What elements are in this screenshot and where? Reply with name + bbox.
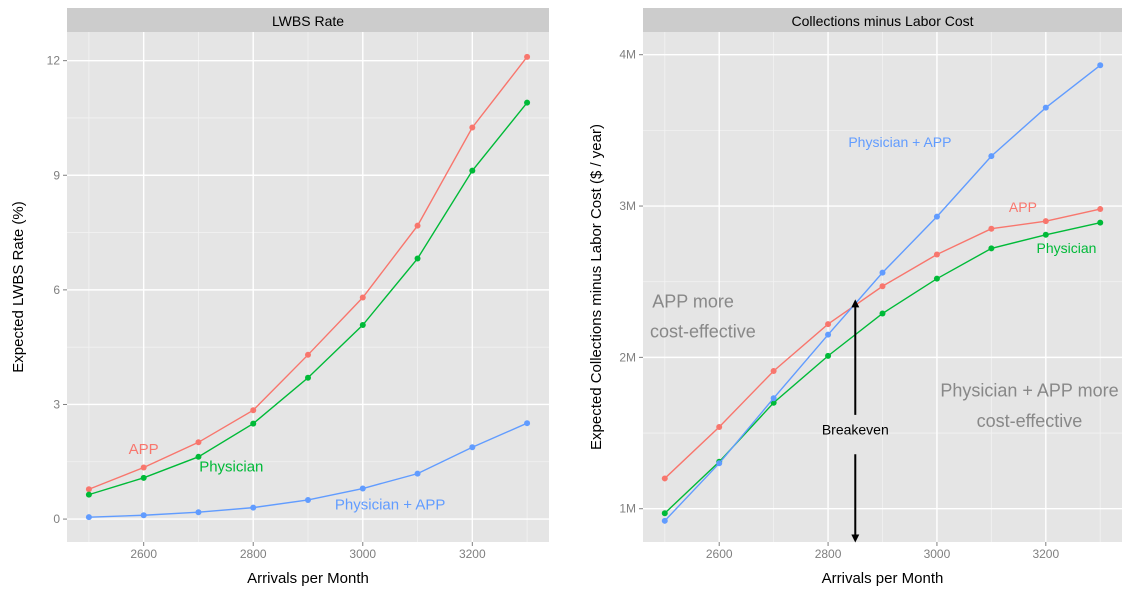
data-point-physician-app	[414, 470, 421, 477]
x-tick-label: 3200	[459, 547, 486, 561]
data-point-app	[524, 53, 531, 60]
annotation-label: cost-effective	[650, 322, 756, 342]
x-tick-label: 2800	[240, 547, 267, 561]
annotation-label: Physician + APP	[848, 134, 951, 150]
data-point-app	[661, 475, 668, 482]
y-tick-label: 0	[53, 512, 60, 526]
y-tick-label: 4M	[619, 48, 636, 62]
data-point-app	[879, 283, 886, 290]
data-point-physician-app	[988, 153, 995, 160]
x-axis-label: Arrivals per Month	[822, 570, 944, 587]
data-point-physician	[140, 474, 147, 481]
data-point-physician-app	[825, 331, 832, 338]
data-point-physician	[414, 255, 421, 262]
data-point-physician-app	[879, 269, 886, 276]
panel-lwbs-rate: 2600 2800 3000 3200 0 3 6 9 12 LWBS Rate Arrivals …	[10, 8, 549, 587]
data-point-physician-app	[1042, 104, 1049, 111]
data-point-app	[140, 464, 147, 471]
data-point-physician	[469, 167, 476, 174]
data-point-physician-app	[140, 512, 147, 519]
data-point-physician	[359, 322, 366, 329]
x-tick-label: 2600	[130, 547, 157, 561]
annotation-label: Physician + APP more	[940, 381, 1118, 401]
data-point-app	[305, 351, 311, 358]
panel-collections-minus-labor: 2600 2800 3000 3200 1M 2M 3M 4M Collections minu…	[588, 8, 1122, 587]
y-tick-label: 12	[47, 54, 61, 68]
data-point-physician	[770, 399, 777, 406]
data-point-app	[1097, 206, 1104, 213]
annotation-label: APP more	[652, 291, 734, 311]
y-tick-label: 1M	[619, 502, 636, 516]
y-tick-label: 2M	[619, 350, 636, 364]
annotation-label: APP	[129, 441, 159, 458]
annotation-label: Physician + APP	[335, 497, 445, 514]
y-axis-label: Expected Collections minus Labor Cost ($…	[588, 124, 605, 450]
annotation-label: Physician	[199, 458, 263, 475]
data-point-app	[1042, 218, 1049, 225]
data-point-app	[933, 251, 940, 258]
y-tick-label: 9	[53, 168, 60, 182]
data-point-physician	[195, 453, 202, 460]
x-tick-label: 2600	[706, 547, 733, 561]
data-point-physician-app	[770, 395, 777, 402]
y-tick-label: 3M	[619, 199, 636, 213]
data-point-app	[770, 367, 777, 374]
data-point-physician	[305, 374, 311, 381]
data-point-app	[988, 225, 995, 232]
data-point-app	[195, 439, 202, 446]
data-point-physician-app	[469, 444, 476, 451]
data-point-physician-app	[524, 420, 531, 427]
annotation-label: Breakeven	[822, 422, 889, 438]
annotation-label: Physician	[1037, 240, 1097, 256]
data-point-physician-app	[359, 485, 366, 492]
data-point-app	[469, 124, 476, 131]
data-point-physician	[1042, 231, 1049, 238]
data-point-app	[716, 423, 723, 430]
chart-title: LWBS Rate	[272, 13, 344, 29]
data-point-app	[825, 321, 832, 328]
data-point-physician-app	[661, 517, 668, 524]
data-point-app	[85, 486, 92, 493]
data-point-physician	[524, 99, 531, 106]
x-tick-label: 3000	[349, 547, 376, 561]
data-point-physician	[988, 245, 995, 252]
facet-strip	[643, 8, 1122, 32]
data-point-physician	[1097, 219, 1104, 226]
data-point-physician-app	[85, 514, 92, 521]
x-tick-label: 3000	[924, 547, 951, 561]
data-point-physician	[250, 420, 257, 427]
data-point-app	[359, 294, 366, 301]
y-tick-label: 6	[53, 283, 60, 297]
data-point-physician-app	[716, 460, 723, 467]
data-point-physician-app	[305, 496, 311, 503]
annotation-label: cost-effective	[977, 411, 1083, 431]
data-point-physician-app	[933, 213, 940, 220]
annotation-label: APP	[1009, 199, 1037, 215]
x-tick-label: 3200	[1032, 547, 1059, 561]
y-tick-label: 3	[53, 397, 60, 411]
x-axis-label: Arrivals per Month	[247, 570, 369, 587]
data-point-physician	[825, 352, 832, 359]
data-point-physician	[661, 510, 668, 517]
data-point-app	[414, 222, 421, 229]
data-point-physician	[879, 310, 886, 317]
data-point-physician-app	[250, 504, 257, 511]
data-point-physician-app	[1097, 62, 1104, 69]
data-point-physician-app	[195, 509, 202, 516]
data-point-app	[250, 407, 257, 414]
chart-title: Collections minus Labor Cost	[791, 13, 973, 29]
facet-strip	[67, 8, 549, 32]
data-point-physician	[85, 491, 92, 498]
x-tick-label: 2800	[815, 547, 842, 561]
y-axis-label: Expected LWBS Rate (%)	[10, 201, 27, 372]
data-point-physician	[933, 275, 940, 282]
